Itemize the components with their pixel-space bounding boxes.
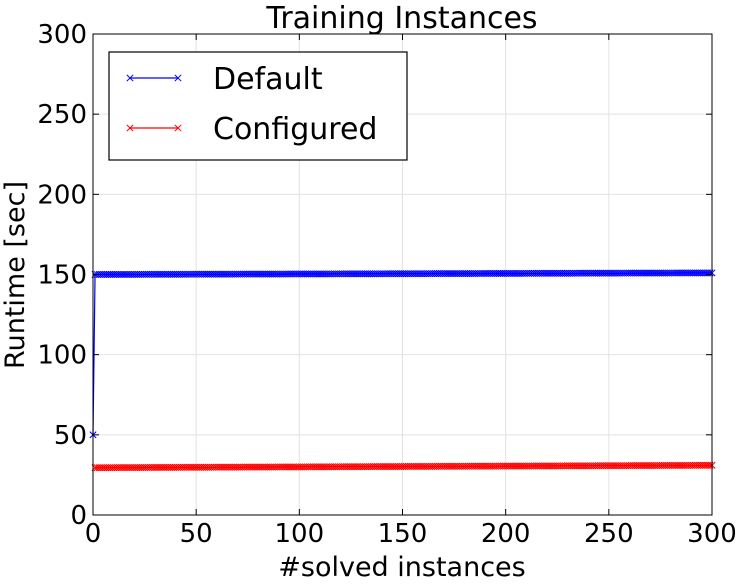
x-tick-label: 150 <box>378 519 428 549</box>
y-tick-label: 0 <box>70 501 87 531</box>
legend-label: Configured <box>213 112 377 147</box>
ticks: 0 50 100 150 200 250 300 0 50 100 150 200 250 300 <box>37 20 736 549</box>
x-tick-label: 50 <box>180 519 213 549</box>
legend-entry-configured: Configured <box>126 112 377 147</box>
series-layer <box>89 269 716 472</box>
legend-entry-default: Default <box>126 62 323 97</box>
legend: Default Configured <box>108 51 408 161</box>
legend-marker <box>126 124 134 132</box>
x-tick-label: 250 <box>584 519 634 549</box>
chart-title: Training Instances <box>265 1 537 36</box>
y-tick-label: 300 <box>37 20 87 50</box>
y-tick-label: 100 <box>37 341 87 371</box>
y-tick-label: 150 <box>37 261 87 291</box>
legend-marker <box>126 74 134 82</box>
y-tick-label: 250 <box>37 100 87 130</box>
y-tick-label: 50 <box>54 421 87 451</box>
x-tick-label: 300 <box>687 519 737 549</box>
y-axis-label: Runtime [sec] <box>0 181 31 369</box>
legend-box <box>108 51 408 161</box>
y-tick-label: 200 <box>37 180 87 210</box>
x-tick-label: 0 <box>85 519 102 549</box>
series-default <box>89 269 716 439</box>
series-configured <box>91 461 716 472</box>
x-tick-label: 200 <box>481 519 531 549</box>
x-axis-label: #solved instances <box>278 552 525 583</box>
legend-label: Default <box>213 62 323 97</box>
legend-marker <box>174 74 182 82</box>
x-tick-label: 100 <box>275 519 325 549</box>
legend-marker <box>174 124 182 132</box>
